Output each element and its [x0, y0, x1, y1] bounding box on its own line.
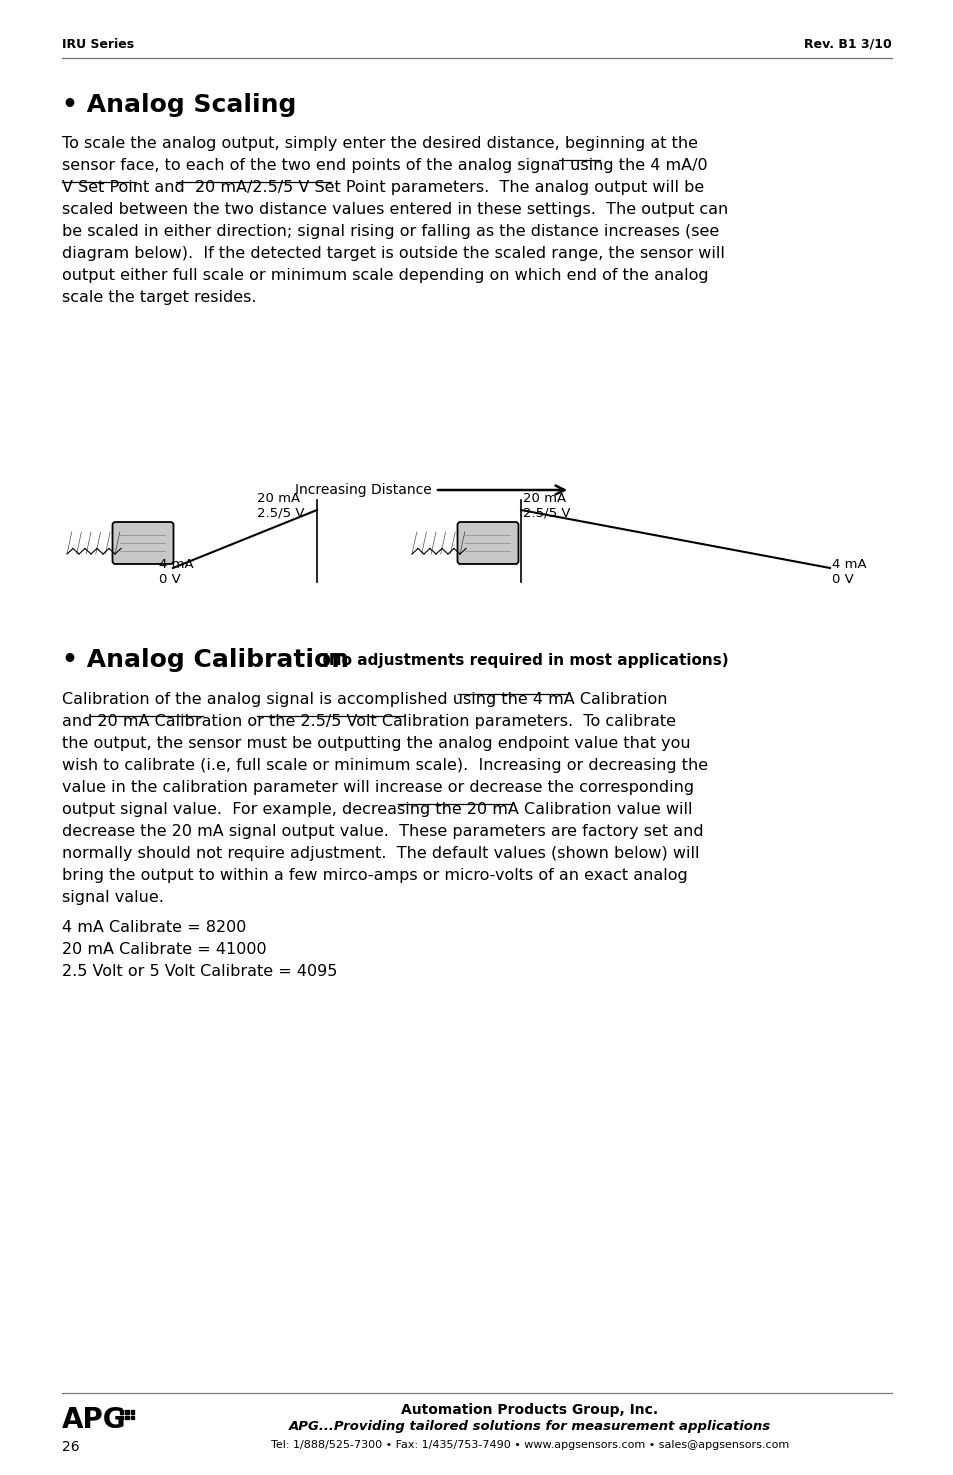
Bar — [120, 1416, 123, 1419]
Text: scaled between the two distance values entered in these settings.  The output ca: scaled between the two distance values e… — [62, 202, 727, 217]
Text: bring the output to within a few mirco-amps or micro-volts of an exact analog: bring the output to within a few mirco-a… — [62, 867, 687, 884]
Text: be scaled in either direction; signal rising or falling as the distance increase: be scaled in either direction; signal ri… — [62, 224, 719, 239]
Text: IRU Series: IRU Series — [62, 37, 134, 50]
Bar — [131, 1416, 134, 1419]
Text: value in the calibration parameter will increase or decrease the corresponding: value in the calibration parameter will … — [62, 780, 694, 795]
Bar — [126, 1416, 129, 1419]
Text: scale the target resides.: scale the target resides. — [62, 291, 256, 305]
FancyBboxPatch shape — [457, 522, 518, 563]
Text: sensor face, to each of the two end points of the analog signal using the 4 mA/0: sensor face, to each of the two end poin… — [62, 158, 707, 173]
Text: Automation Products Group, Inc.: Automation Products Group, Inc. — [401, 1403, 658, 1417]
Text: Increasing Distance: Increasing Distance — [294, 482, 432, 497]
Bar — [131, 1410, 134, 1413]
Text: APG: APG — [62, 1406, 127, 1434]
Text: Calibration of the analog signal is accomplished using the 4 mA Calibration: Calibration of the analog signal is acco… — [62, 692, 667, 707]
Text: 20 mA
2.5/5 V: 20 mA 2.5/5 V — [522, 493, 570, 521]
Text: signal value.: signal value. — [62, 889, 164, 906]
Text: Rev. B1 3/10: Rev. B1 3/10 — [803, 37, 891, 50]
Text: 26: 26 — [62, 1440, 79, 1454]
Text: • Analog Scaling: • Analog Scaling — [62, 93, 296, 117]
Text: To scale the analog output, simply enter the desired distance, beginning at the: To scale the analog output, simply enter… — [62, 136, 698, 150]
Text: 4 mA
0 V: 4 mA 0 V — [159, 558, 193, 586]
Bar — [120, 1410, 123, 1413]
Text: normally should not require adjustment.  The default values (shown below) will: normally should not require adjustment. … — [62, 847, 699, 861]
Text: decrease the 20 mA signal output value.  These parameters are factory set and: decrease the 20 mA signal output value. … — [62, 825, 703, 839]
Text: 2.5 Volt or 5 Volt Calibrate = 4095: 2.5 Volt or 5 Volt Calibrate = 4095 — [62, 965, 337, 979]
Text: APG...Providing tailored solutions for measurement applications: APG...Providing tailored solutions for m… — [289, 1420, 770, 1434]
Text: 4 mA
0 V: 4 mA 0 V — [831, 558, 865, 586]
Text: wish to calibrate (i.e, full scale or minimum scale).  Increasing or decreasing : wish to calibrate (i.e, full scale or mi… — [62, 758, 707, 773]
Text: V Set Point and  20 mA/2.5/5 V Set Point parameters.  The analog output will be: V Set Point and 20 mA/2.5/5 V Set Point … — [62, 180, 703, 195]
Text: diagram below).  If the detected target is outside the scaled range, the sensor : diagram below). If the detected target i… — [62, 246, 724, 261]
Text: 20 mA
2.5/5 V: 20 mA 2.5/5 V — [256, 493, 304, 521]
Text: 20 mA Calibrate = 41000: 20 mA Calibrate = 41000 — [62, 943, 266, 957]
Text: and 20 mA Calibration or the 2.5/5 Volt Calibration parameters.  To calibrate: and 20 mA Calibration or the 2.5/5 Volt … — [62, 714, 676, 729]
FancyBboxPatch shape — [112, 522, 173, 563]
Text: output either full scale or minimum scale depending on which end of the analog: output either full scale or minimum scal… — [62, 268, 708, 283]
Text: Tel: 1/888/525-7300 • Fax: 1/435/753-7490 • www.apgsensors.com • sales@apgsensor: Tel: 1/888/525-7300 • Fax: 1/435/753-749… — [271, 1440, 788, 1450]
Text: 4 mA Calibrate = 8200: 4 mA Calibrate = 8200 — [62, 920, 246, 935]
Text: output signal value.  For example, decreasing the 20 mA Calibration value will: output signal value. For example, decrea… — [62, 802, 692, 817]
Bar — [126, 1410, 129, 1413]
Text: (No adjustments required in most applications): (No adjustments required in most applica… — [322, 652, 728, 668]
Text: • Analog Calibration: • Analog Calibration — [62, 648, 349, 673]
Text: the output, the sensor must be outputting the analog endpoint value that you: the output, the sensor must be outputtin… — [62, 736, 690, 751]
